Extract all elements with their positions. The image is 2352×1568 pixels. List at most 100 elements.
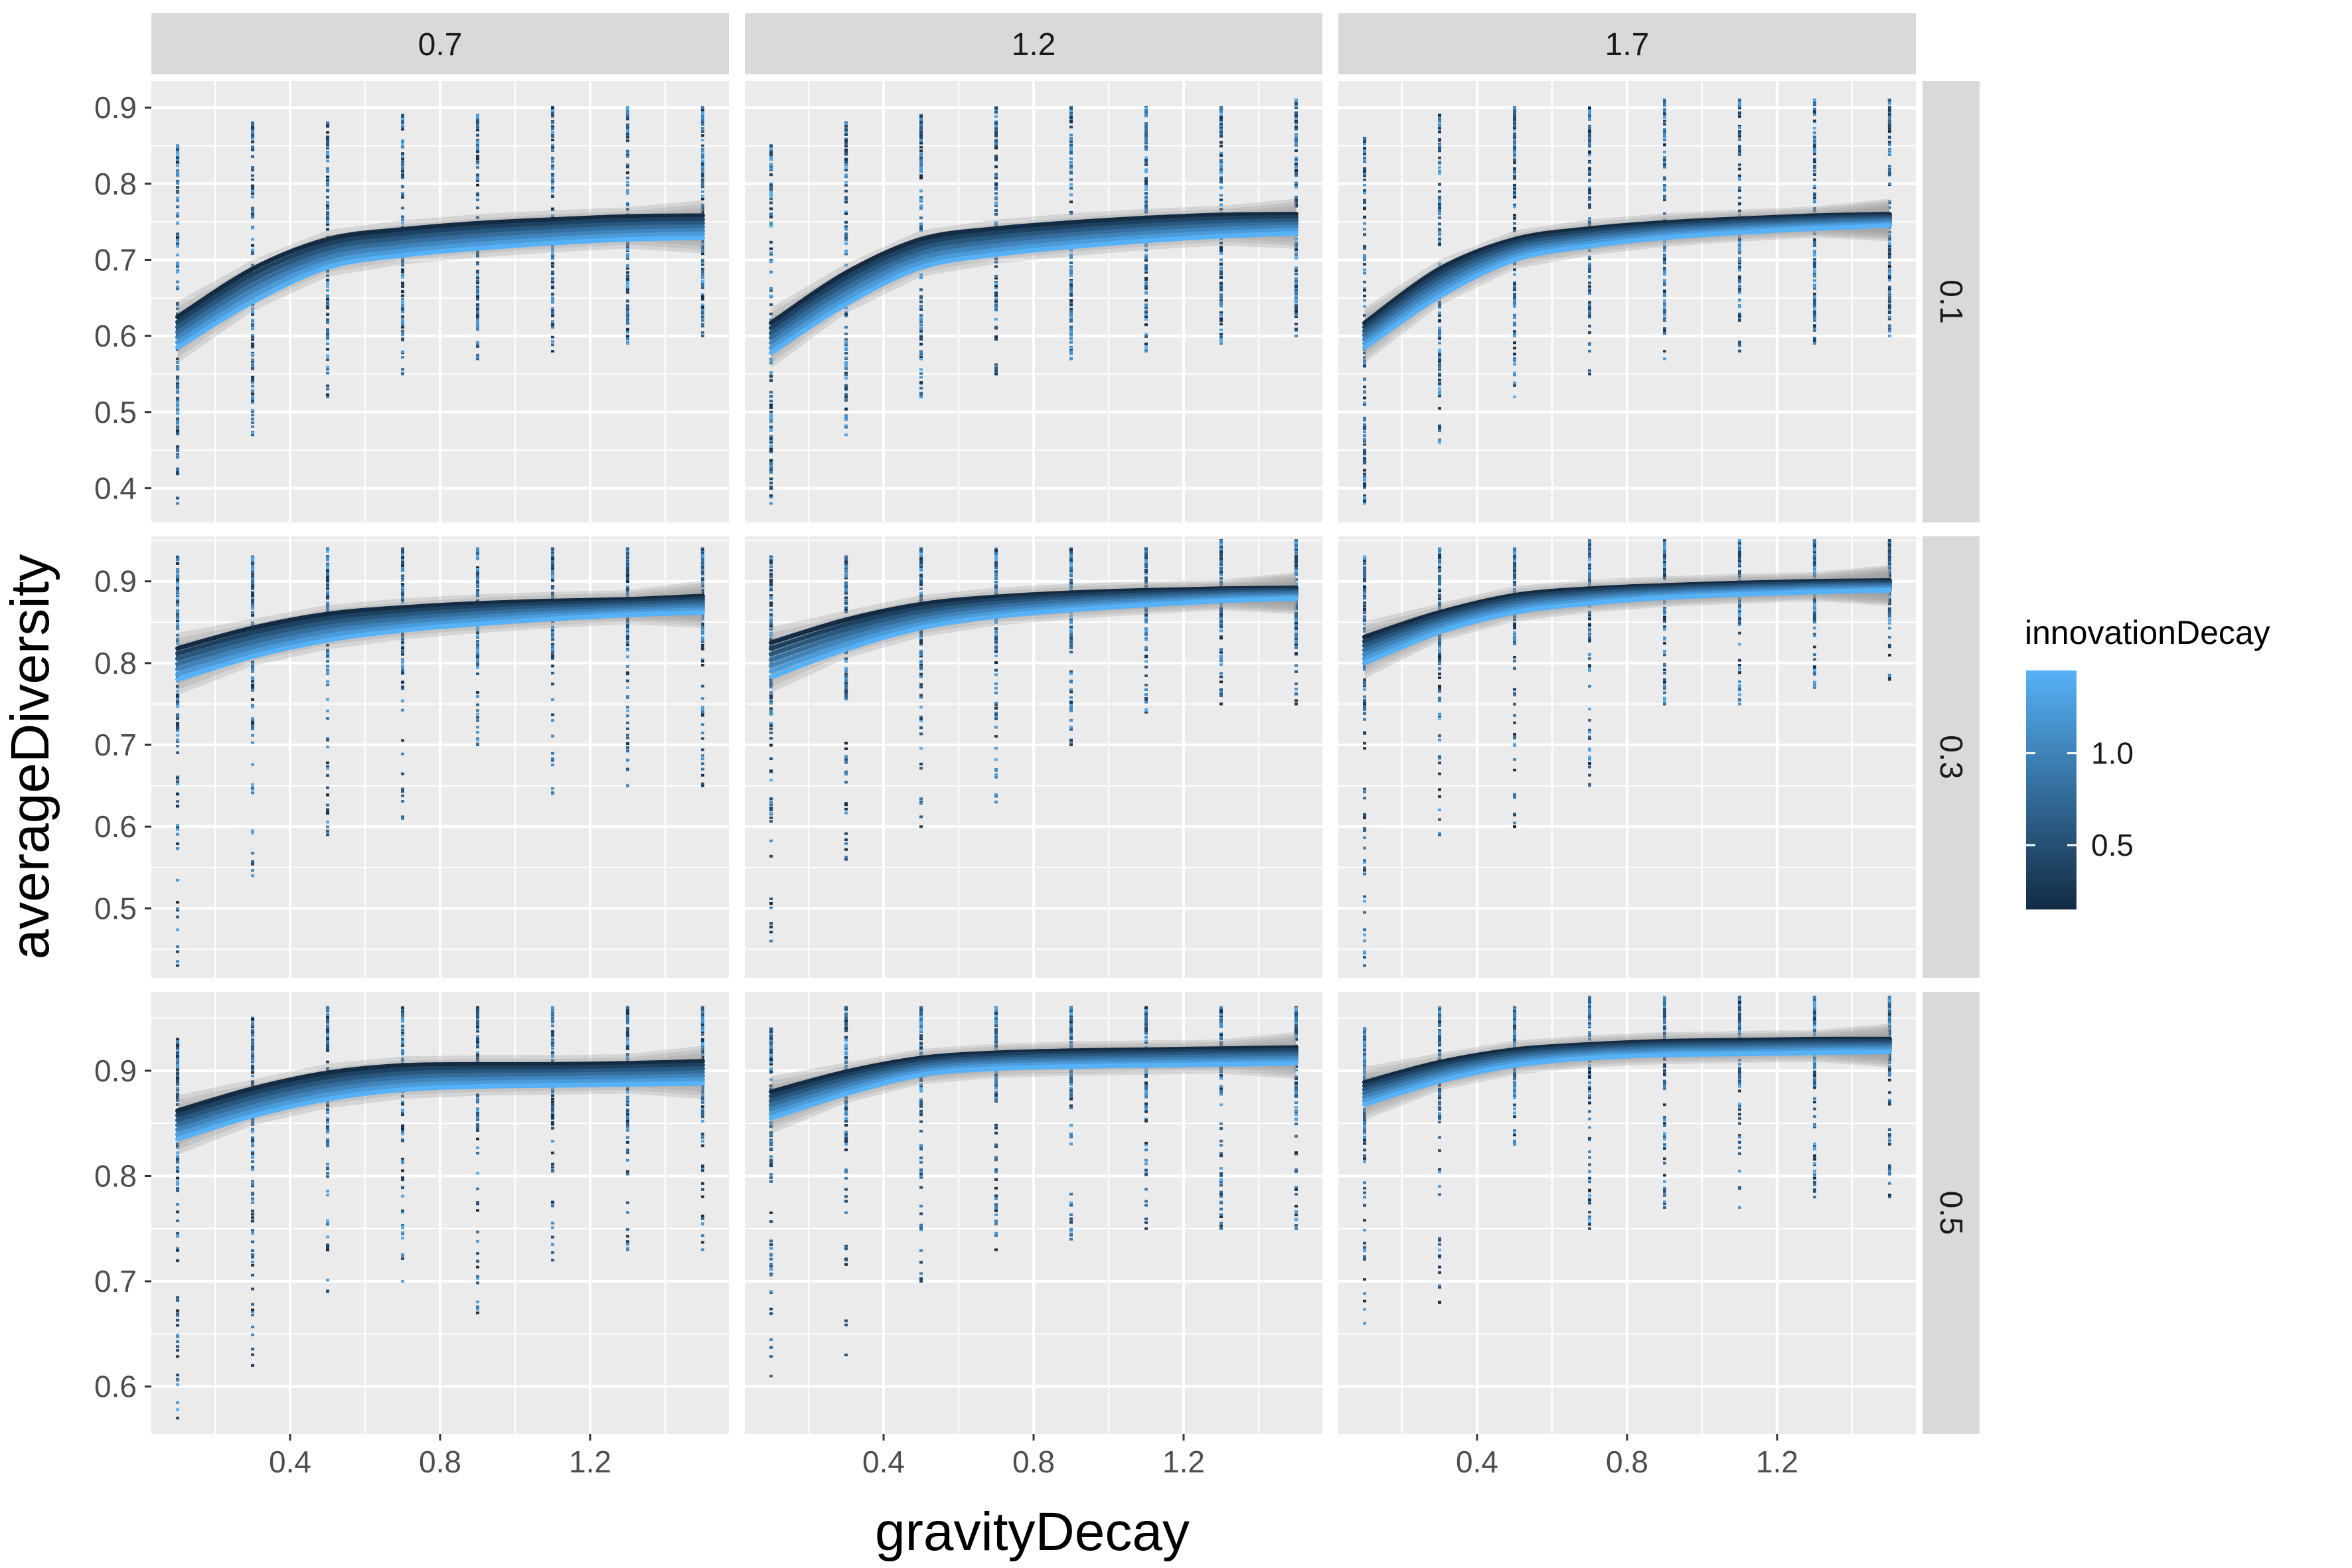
data-point	[1887, 275, 1891, 279]
data-point	[1438, 172, 1442, 175]
data-point	[994, 134, 998, 137]
data-point	[550, 115, 554, 118]
data-point	[1737, 105, 1741, 108]
data-point	[844, 418, 848, 422]
data-point	[700, 270, 704, 273]
data-point	[1887, 234, 1891, 238]
data-point	[1662, 331, 1666, 334]
data-point	[251, 788, 255, 791]
data-point	[1219, 617, 1223, 620]
data-point	[326, 372, 330, 375]
data-point	[1737, 101, 1741, 104]
data-point	[475, 321, 479, 324]
data-point	[1219, 580, 1223, 584]
data-point	[700, 637, 704, 641]
data-point	[769, 439, 773, 442]
data-point	[1219, 609, 1223, 612]
data-point	[1069, 200, 1073, 204]
data-point	[1812, 135, 1816, 139]
data-point	[919, 649, 923, 653]
data-point	[1513, 330, 1517, 333]
data-point	[1144, 202, 1148, 206]
data-point	[1294, 617, 1298, 620]
data-point	[550, 312, 554, 315]
data-point	[769, 477, 773, 481]
data-point	[1737, 133, 1741, 136]
data-point	[769, 902, 773, 905]
data-point	[919, 574, 923, 578]
data-point	[326, 181, 330, 184]
data-point	[1588, 303, 1592, 307]
data-point	[844, 680, 848, 683]
data-point	[625, 181, 629, 184]
data-point	[1438, 335, 1442, 338]
data-point	[1219, 648, 1223, 651]
smooth-lines	[1362, 212, 1892, 350]
data-point	[251, 264, 255, 267]
data-point	[1588, 369, 1592, 372]
data-point	[550, 350, 554, 353]
data-point	[769, 358, 773, 362]
data-point	[1144, 304, 1148, 307]
data-point	[1662, 195, 1666, 198]
data-point	[625, 547, 629, 550]
data-point	[176, 901, 180, 904]
data-point	[844, 131, 848, 134]
data-point	[475, 177, 479, 180]
data-point	[919, 381, 923, 384]
data-point	[625, 706, 629, 709]
data-point	[176, 602, 180, 605]
data-point	[176, 280, 180, 283]
data-point	[550, 570, 554, 574]
data-point	[475, 356, 479, 359]
data-point	[919, 550, 923, 554]
data-point	[1887, 261, 1891, 264]
data-point	[1294, 562, 1298, 565]
data-point	[550, 143, 554, 147]
data-point	[1513, 121, 1517, 125]
data-point	[326, 571, 330, 574]
data-point	[625, 655, 629, 659]
data-point	[1588, 179, 1592, 183]
data-point	[401, 215, 405, 218]
data-point	[550, 787, 554, 790]
data-point	[401, 185, 405, 188]
data-point	[1144, 700, 1148, 704]
data-point	[1144, 698, 1148, 701]
data-point	[1513, 142, 1517, 145]
data-point	[1294, 327, 1298, 331]
data-point	[1294, 308, 1298, 311]
data-point	[176, 614, 180, 617]
data-point	[401, 599, 405, 602]
data-point	[176, 726, 180, 729]
data-point	[919, 696, 923, 699]
data-point	[1513, 214, 1517, 217]
data-point	[251, 353, 255, 356]
data-point	[769, 580, 773, 584]
data-point	[1588, 153, 1592, 157]
data-point	[994, 142, 998, 145]
data-point	[251, 244, 255, 247]
data-point	[1069, 334, 1073, 337]
data-point	[1812, 309, 1816, 313]
data-point	[550, 335, 554, 339]
data-point	[1144, 208, 1148, 212]
data-point	[1662, 165, 1666, 169]
data-point	[1069, 163, 1073, 167]
data-point	[1219, 571, 1223, 574]
data-point	[625, 274, 629, 277]
data-point	[700, 197, 704, 200]
data-point	[1144, 572, 1148, 576]
data-point	[994, 561, 998, 564]
data-point	[1588, 108, 1592, 112]
data-point	[700, 208, 704, 211]
data-point	[1219, 553, 1223, 556]
data-point	[1219, 106, 1223, 110]
data-point	[1069, 628, 1073, 631]
data-point	[844, 347, 848, 350]
data-point	[1438, 424, 1442, 428]
data-point	[1144, 608, 1148, 611]
data-point	[176, 722, 180, 725]
data-point	[1662, 177, 1666, 181]
data-point	[176, 303, 180, 307]
